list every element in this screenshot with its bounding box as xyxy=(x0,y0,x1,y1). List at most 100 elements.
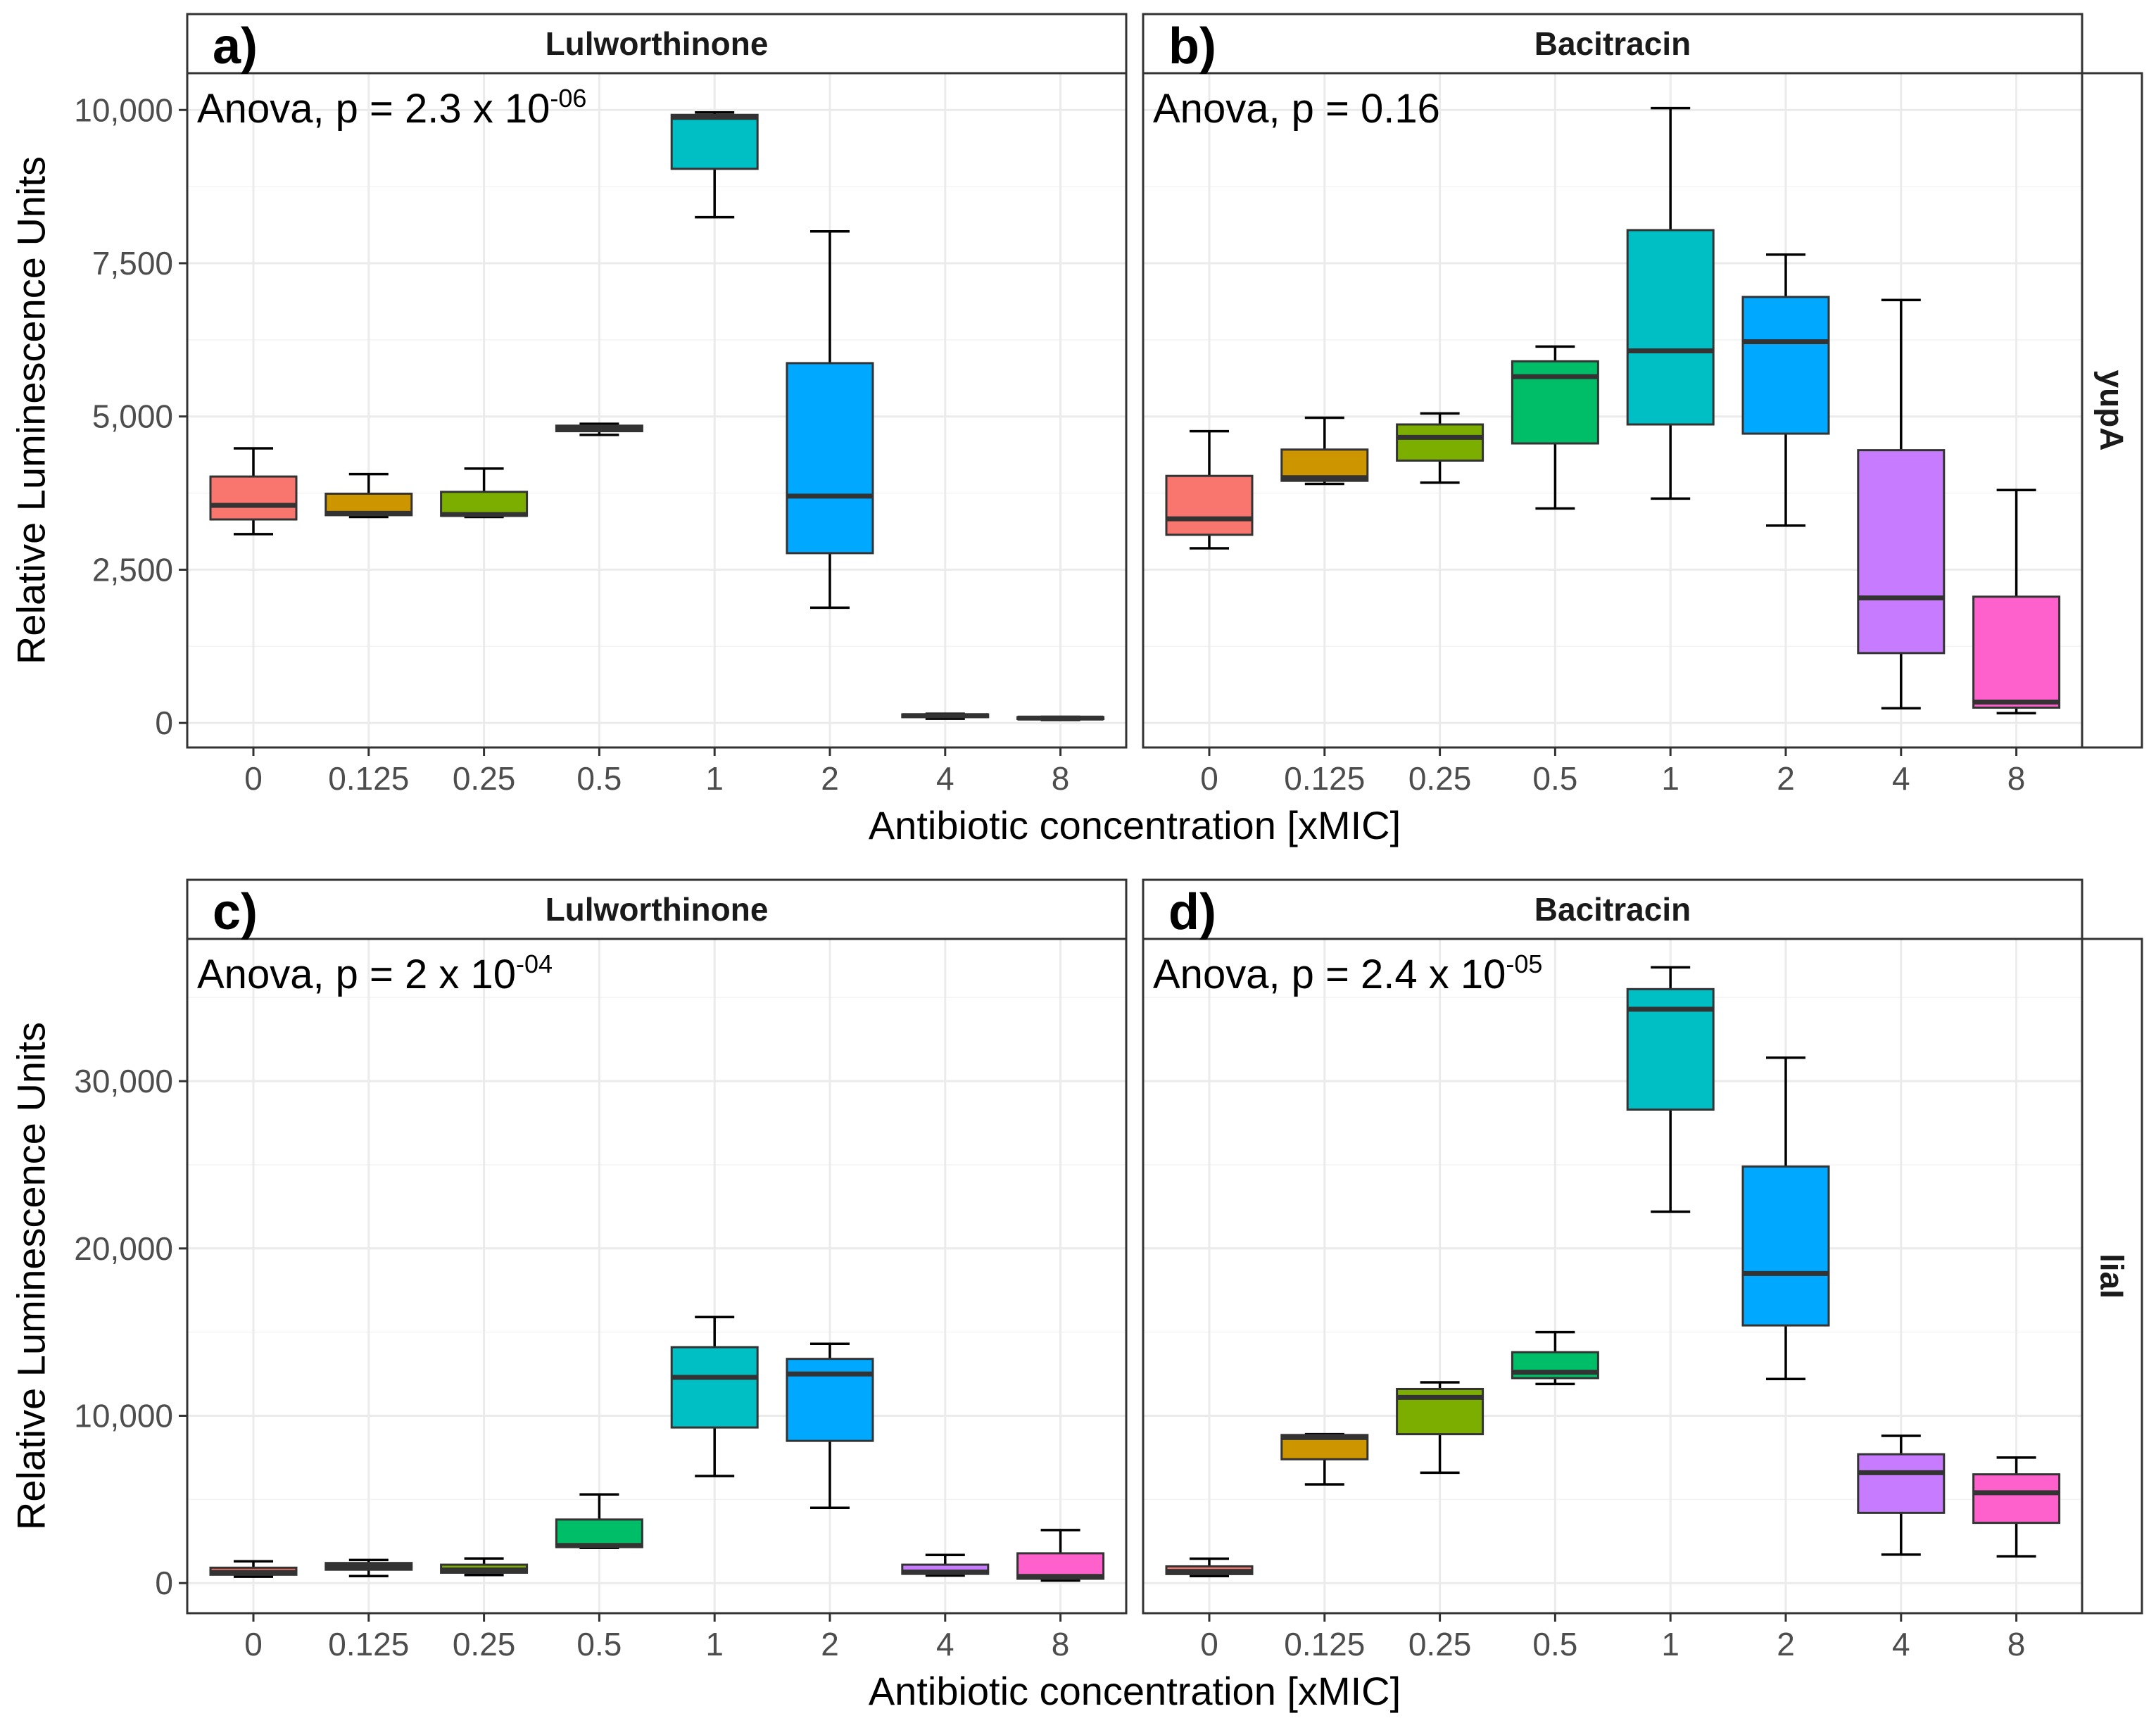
x-tick-label: 0.125 xyxy=(328,1626,409,1662)
y-tick-label: 7,500 xyxy=(92,245,173,282)
box-iqr xyxy=(1972,595,2061,709)
x-tick-label: 1 xyxy=(1661,1626,1679,1662)
box-iqr xyxy=(1511,360,1599,445)
box-2 xyxy=(786,229,874,610)
anova-exponent: -04 xyxy=(516,949,553,978)
anova-text: Anova, p = 0.16 xyxy=(1153,86,1440,132)
box-iqr xyxy=(1857,1453,1946,1514)
anova-exponent: -06 xyxy=(550,84,586,113)
box-0.5 xyxy=(1511,345,1599,510)
panel-border xyxy=(186,938,1128,1615)
box-iqr xyxy=(209,475,298,521)
x-tick-label: 0.25 xyxy=(1408,1626,1472,1662)
box-iqr xyxy=(1741,296,1830,435)
box-iqr xyxy=(555,1518,643,1548)
y-tick-label: 10,000 xyxy=(74,1397,173,1434)
x-tick-label: 4 xyxy=(1892,760,1910,797)
x-tick-label: 4 xyxy=(936,760,954,797)
x-tick-label: 0 xyxy=(1200,1626,1218,1662)
box-iqr xyxy=(1972,1473,2061,1525)
x-tick-label: 0.5 xyxy=(1532,760,1577,797)
box-8 xyxy=(1016,715,1105,721)
anova-exponent: -05 xyxy=(1506,949,1542,978)
box-0 xyxy=(1165,1557,1254,1577)
box-iqr xyxy=(786,362,874,555)
x-tick-label: 8 xyxy=(1052,1626,1070,1662)
panel-letter: c) xyxy=(213,884,258,940)
box-0.25 xyxy=(440,467,529,519)
y-tick-label: 0 xyxy=(155,705,173,741)
box-2 xyxy=(1741,253,1830,527)
box-0 xyxy=(209,1560,298,1578)
box-4 xyxy=(901,712,990,720)
x-tick-label: 1 xyxy=(705,760,724,797)
panel-letter: a) xyxy=(213,18,258,75)
box-0.125 xyxy=(324,472,413,519)
x-tick-label: 0.125 xyxy=(1284,1626,1365,1662)
box-0.25 xyxy=(440,1557,529,1577)
x-tick-label: 0.25 xyxy=(1408,760,1472,797)
panel-title: Lulworthinone xyxy=(546,891,769,928)
y-tick-label: 5,000 xyxy=(92,398,173,435)
panel-title: Lulworthinone xyxy=(546,25,769,62)
y-axis-title: Relative Luminescence Units xyxy=(9,156,53,664)
box-1 xyxy=(670,111,759,219)
anova-annotation: Anova, p = 2 x 10-04 xyxy=(197,949,553,997)
box-iqr xyxy=(440,491,529,517)
panel-c: Lulworthinone c) Anova, p = 2 x 10-04 0 0.12… xyxy=(186,878,1128,1662)
box-0 xyxy=(1165,429,1254,550)
box-0.125 xyxy=(324,1558,413,1577)
x-tick-label: 0.5 xyxy=(576,1626,622,1662)
x-tick-label: 4 xyxy=(1892,1626,1910,1662)
panel-strip xyxy=(1142,13,2083,75)
x-tick-label: 0.25 xyxy=(453,760,516,797)
y-tick-label: 2,500 xyxy=(92,551,173,588)
y-tick-label: 10,000 xyxy=(74,91,173,128)
box-8 xyxy=(1972,1456,2061,1558)
x-tick-label: 1 xyxy=(705,1626,724,1662)
x-tick-label: 8 xyxy=(2007,1626,2026,1662)
row-strip-label: yupA xyxy=(2094,370,2131,451)
box-4 xyxy=(1857,1434,1946,1556)
x-tick-label: 1 xyxy=(1661,760,1679,797)
box-iqr xyxy=(670,113,759,170)
box-0.5 xyxy=(555,422,643,436)
x-tick-label: 0 xyxy=(1200,760,1218,797)
box-iqr xyxy=(1165,474,1254,536)
x-tick-label: 8 xyxy=(1052,760,1070,797)
x-tick-label: 0.125 xyxy=(328,760,409,797)
anova-annotation: Anova, p = 0.16 xyxy=(1153,86,1440,132)
box-0.25 xyxy=(1396,1381,1484,1475)
box-1 xyxy=(670,1315,759,1477)
box-4 xyxy=(1857,298,1946,710)
anova-annotation: Anova, p = 2.3 x 10-06 xyxy=(197,84,586,132)
x-tick-label: 2 xyxy=(1777,760,1795,797)
box-iqr xyxy=(670,1346,759,1429)
anova-text: Anova, p = 2.3 x 10 xyxy=(197,86,550,132)
x-tick-label: 0.25 xyxy=(453,1626,516,1662)
box-iqr xyxy=(1857,449,1946,655)
box-iqr xyxy=(1626,229,1715,426)
panel-d: Bacitracin d) Anova, p = 2.4 x 10-05 0 0.125… xyxy=(1142,878,2083,1662)
panel-strip xyxy=(186,13,1128,75)
box-2 xyxy=(1741,1056,1830,1380)
x-tick-label: 2 xyxy=(1777,1626,1795,1662)
box-0.25 xyxy=(1396,412,1484,484)
anova-text: Anova, p = 2 x 10 xyxy=(197,952,516,997)
panel-a: Lulworthinone a) Anova, p = 2.3 x 10-06 0 0.… xyxy=(186,13,1128,797)
panel-letter: d) xyxy=(1168,884,1216,940)
x-tick-label: 0 xyxy=(244,760,263,797)
box-1 xyxy=(1626,966,1715,1213)
box-iqr xyxy=(786,1358,874,1442)
box-0 xyxy=(209,447,298,536)
row-strip-label: liaI xyxy=(2094,1254,2131,1299)
box-8 xyxy=(1016,1529,1105,1582)
x-tick-label: 0.125 xyxy=(1284,760,1365,797)
box-0.125 xyxy=(1280,1432,1369,1486)
x-tick-label: 2 xyxy=(821,760,839,797)
box-0.5 xyxy=(555,1493,643,1550)
row-strip xyxy=(2081,72,2143,749)
panel-strip xyxy=(186,878,1128,940)
box-0.5 xyxy=(1511,1330,1599,1386)
